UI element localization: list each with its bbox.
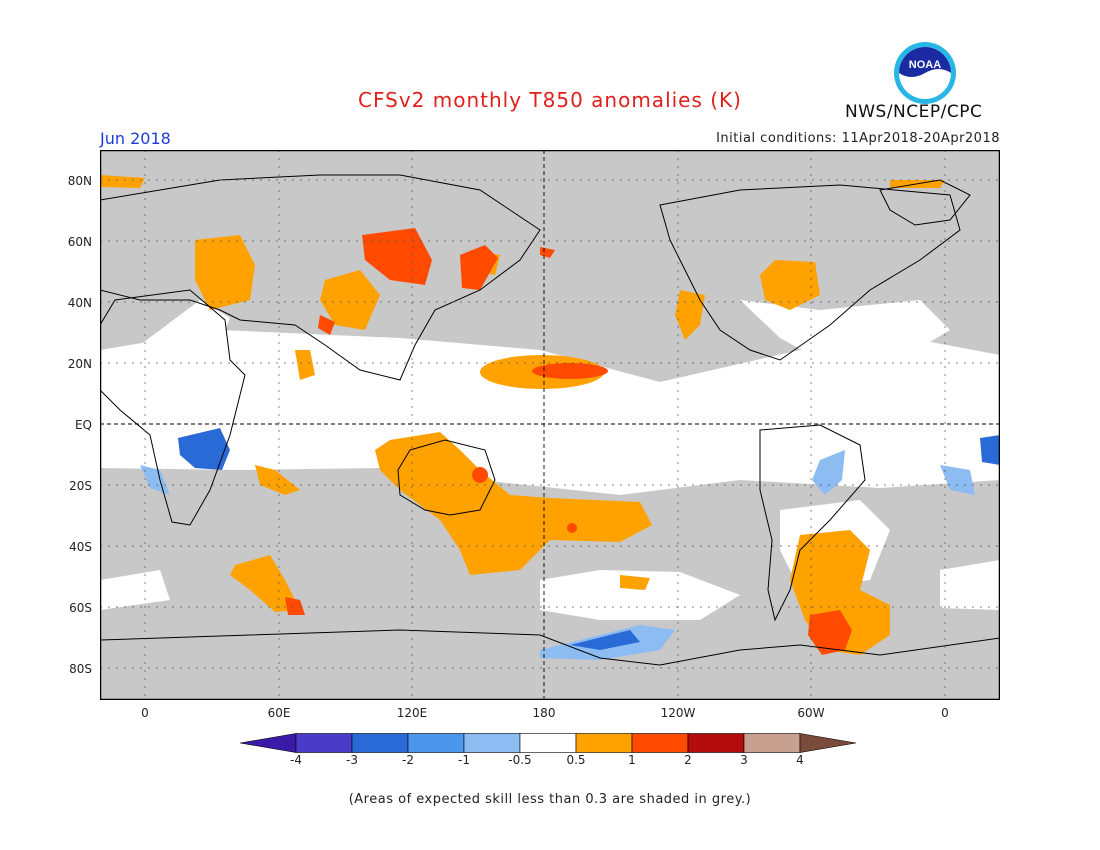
colorbar-label: 3 — [740, 753, 748, 767]
lon-tick-label: 120E — [396, 706, 428, 720]
skill-note: (Areas of expected skill less than 0.3 a… — [348, 792, 752, 807]
org-label: NWS/NCEP/CPC — [845, 102, 983, 122]
colorbar-max-triangle — [799, 733, 857, 753]
colorbar-cell — [295, 733, 353, 753]
colorbar-cell — [519, 733, 577, 753]
lon-tick-label: 0 — [941, 706, 949, 720]
colorbar-label: 4 — [796, 753, 804, 767]
colorbar-label: 1 — [628, 753, 636, 767]
forecast-month: Jun 2018 — [100, 129, 171, 148]
colorbar-cell — [743, 733, 801, 753]
lat-tick-label: 60S — [69, 601, 92, 615]
colorbar-min-triangle — [240, 733, 297, 753]
lat-tick-label: 40N — [67, 296, 92, 310]
initial-conditions: Initial conditions: 11Apr2018-20Apr2018 — [716, 131, 1000, 146]
lat-tick-label: 60N — [67, 235, 92, 249]
colorbar-cell — [575, 733, 633, 753]
anomaly-map — [100, 150, 1000, 700]
lat-tick-label: 20S — [69, 479, 92, 493]
colorbar-label: -0.5 — [508, 753, 532, 767]
noaa-logo: NOAA — [894, 42, 956, 104]
logo-text: NOAA — [909, 59, 941, 71]
colorbar-cell — [631, 733, 689, 753]
colorbar-label: -3 — [346, 753, 358, 767]
reference-lines — [100, 150, 1000, 700]
colorbar-cell — [687, 733, 745, 753]
colorbar-label: -1 — [458, 753, 470, 767]
positive-anomalies-1-2 — [285, 228, 852, 655]
lon-tick-label: 180 — [532, 706, 556, 720]
lat-tick-label: 40S — [69, 540, 92, 554]
lon-tick-label: 60E — [267, 706, 291, 720]
colorbar-cell — [407, 733, 465, 753]
colorbar-cell — [463, 733, 521, 753]
colorbar — [240, 733, 857, 753]
colorbar-label: 2 — [684, 753, 692, 767]
lon-tick-label: 0 — [141, 706, 149, 720]
graticule — [100, 150, 1000, 700]
lat-tick-label: 20N — [67, 357, 92, 371]
colorbar-cell — [351, 733, 409, 753]
colorbar-label: 0.5 — [566, 753, 586, 767]
colorbar-label: -4 — [290, 753, 302, 767]
map-title: CFSv2 monthly T850 anomalies (K) — [358, 88, 742, 112]
negative-anomalies-strong — [178, 428, 1000, 650]
lat-tick-label: EQ — [74, 418, 92, 432]
lon-tick-label: 60W — [797, 706, 825, 720]
lon-tick-label: 120W — [660, 706, 696, 720]
lat-tick-label: 80S — [69, 662, 92, 676]
colorbar-label: -2 — [402, 753, 414, 767]
lat-tick-label: 80N — [67, 174, 92, 188]
map-frame — [100, 150, 1000, 700]
